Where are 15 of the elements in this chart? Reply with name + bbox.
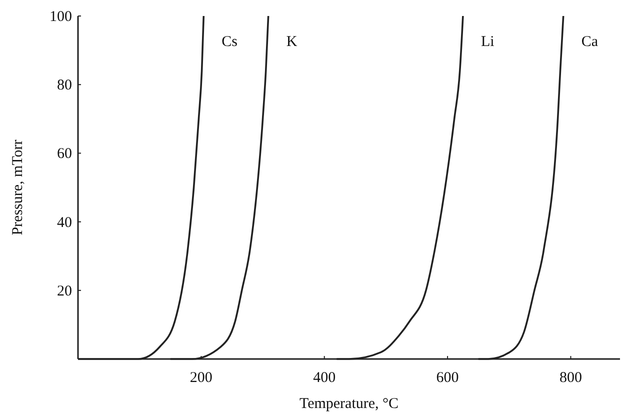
y-tick-label: 100 [50, 9, 72, 25]
series-label: Cs [222, 34, 238, 50]
y-tick-label: 40 [57, 214, 72, 231]
y-axis-title: Pressure, mTorr [10, 140, 26, 236]
x-tick-label: 600 [436, 370, 459, 386]
series-label: Li [480, 34, 494, 50]
x-axis-title: Temperature, °C [299, 396, 399, 412]
y-tick-label: 80 [57, 78, 72, 94]
y-tick-label: 60 [57, 146, 72, 162]
x-tick-label: 400 [313, 370, 336, 386]
x-tick-label: 800 [559, 370, 582, 386]
x-tick-label: 200 [190, 370, 212, 386]
series-label: Ca [581, 34, 598, 50]
y-tick-label: 20 [57, 283, 72, 300]
series-label: K [286, 34, 298, 50]
